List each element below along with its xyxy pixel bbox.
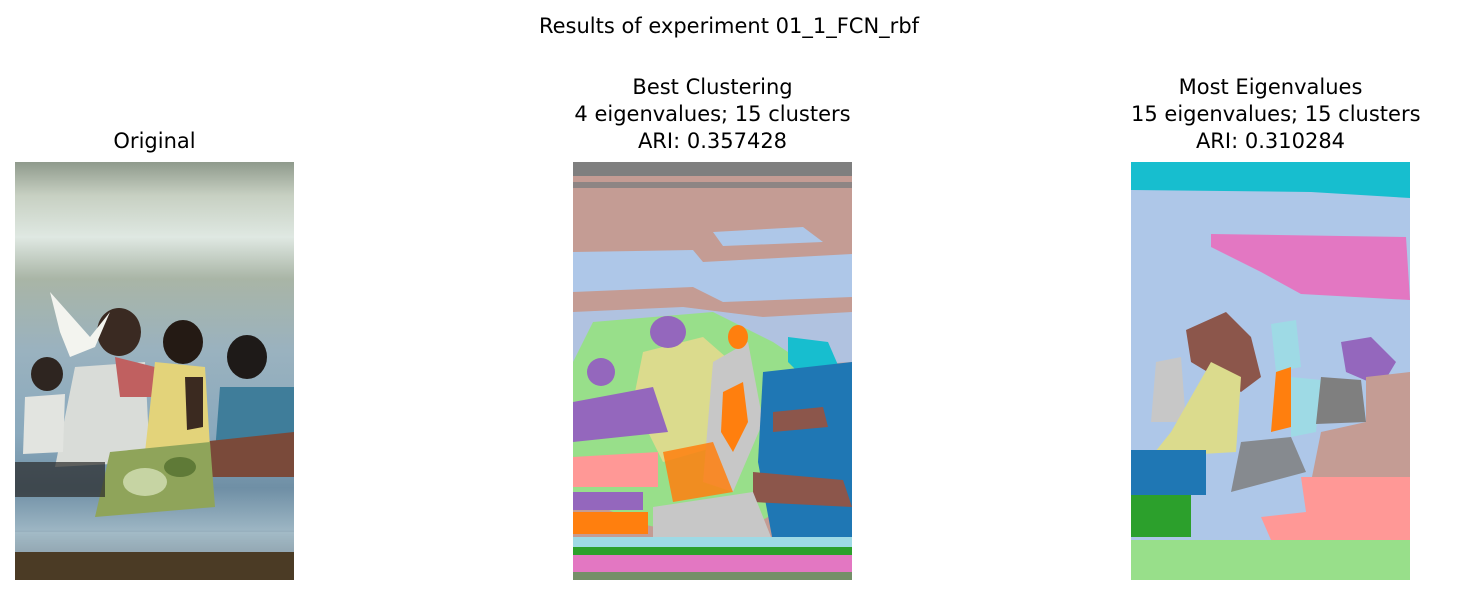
figure-title: Results of experiment 01_1_FCN_rbf	[538, 14, 920, 38]
title-line: ARI: 0.310284	[1195, 129, 1346, 153]
most-eigenvalues-panel-title: Most Eigenvalues 15 eigenvalues; 15 clus…	[1131, 74, 1421, 155]
title-line: 15 eigenvalues; 15 clusters	[1131, 102, 1421, 126]
original-image	[15, 162, 294, 580]
title-line: ARI: 0.357428	[637, 129, 788, 153]
best-clustering-image	[573, 162, 852, 580]
most-eigenvalues-image	[1131, 162, 1410, 580]
original-panel-title: Original	[15, 128, 294, 155]
best-clustering-panel-title: Best Clustering 4 eigenvalues; 15 cluste…	[573, 74, 852, 155]
title-line: Original	[113, 129, 196, 153]
title-line: Best Clustering	[632, 75, 793, 99]
title-line: Most Eigenvalues	[1178, 75, 1363, 99]
title-line: 4 eigenvalues; 15 clusters	[574, 102, 851, 126]
